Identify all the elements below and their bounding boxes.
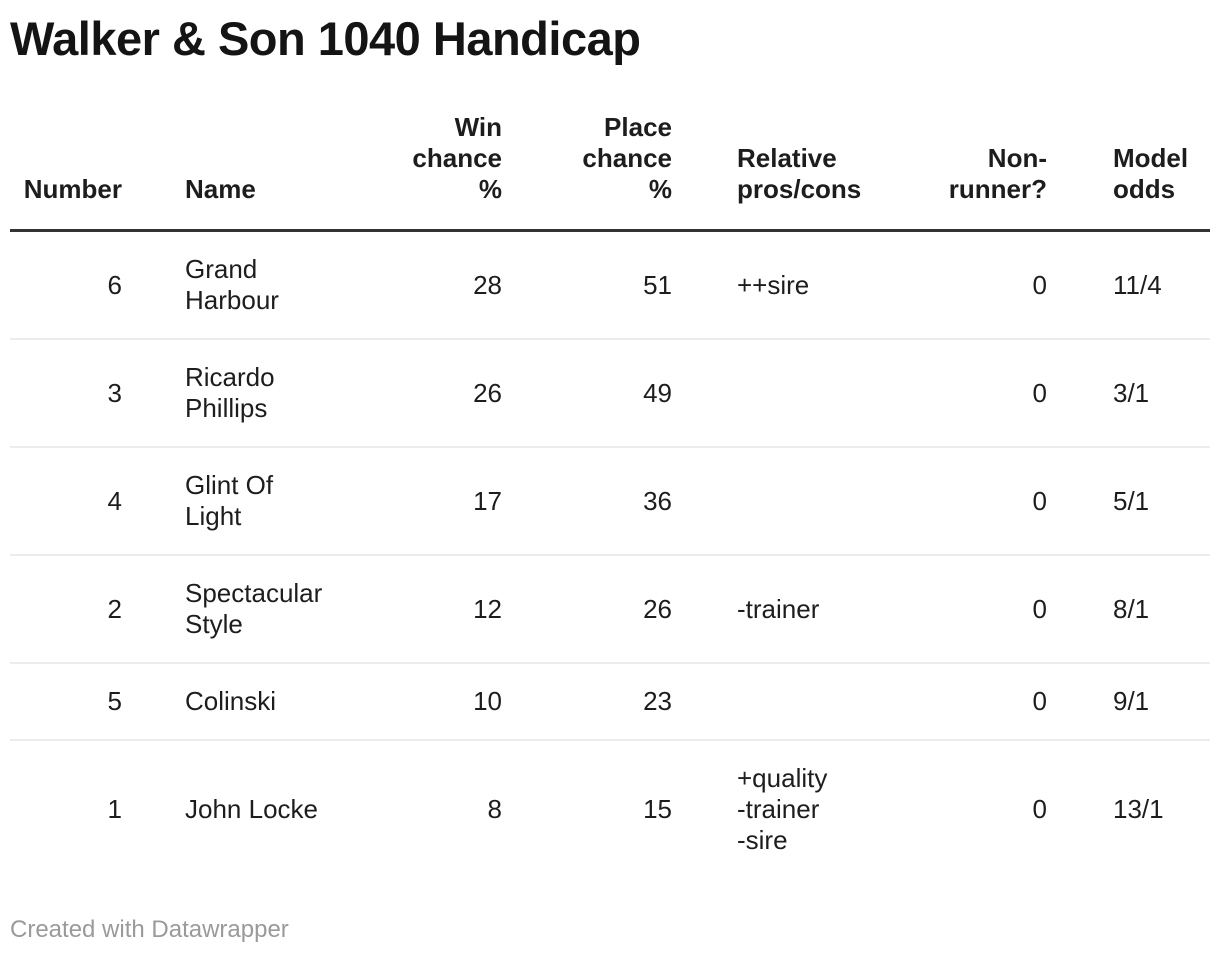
- cell-pros: [672, 663, 912, 742]
- cell-number: 4: [10, 447, 122, 557]
- cell-pros: +quality -trainer -sire: [737, 763, 828, 856]
- cell-win: 8: [487, 794, 502, 825]
- cell-number: 3: [10, 339, 122, 449]
- table-row: 5 Colinski 10 23 0 9/1: [10, 663, 1210, 742]
- cell-pros: ++sire: [672, 230, 912, 341]
- cell-nonrunner: 0: [912, 555, 1047, 665]
- col-header-nonrunner: Non- runner?: [912, 112, 1047, 233]
- cell-place: 51: [502, 230, 672, 341]
- cell-nonrunner: 0: [912, 339, 1047, 449]
- cell-odds: 13/1: [1113, 794, 1164, 825]
- cell-pros: [672, 447, 912, 557]
- cell-place: 36: [502, 447, 672, 557]
- cell-name: Grand Harbour: [122, 230, 370, 341]
- col-header-place: Place chance %: [502, 112, 672, 233]
- col-header-odds: Model odds: [1047, 112, 1210, 233]
- cell-name: Spectacular Style: [122, 555, 370, 665]
- cell-nonrunner: 0: [912, 663, 1047, 742]
- cell-odds: 5/1: [1047, 447, 1210, 557]
- cell-name: Colinski: [122, 663, 370, 742]
- col-header-win: Win chance %: [370, 112, 502, 233]
- cell-place: 15: [643, 794, 672, 825]
- cell-place: 49: [502, 339, 672, 449]
- header-row: Number Name Win chance % Place chance % …: [10, 112, 1210, 233]
- table-header: Number Name Win chance % Place chance % …: [10, 112, 1210, 233]
- cell-place: 23: [502, 663, 672, 742]
- cell-win: 17: [370, 447, 502, 557]
- col-header-number: Number: [10, 112, 122, 233]
- datawrapper-credit-link[interactable]: Created with Datawrapper: [10, 916, 289, 944]
- col-header-pros: Relative pros/cons: [672, 112, 912, 233]
- cell-nonrunner: 0: [912, 447, 1047, 557]
- cell-nonrunner: 0: [912, 230, 1047, 341]
- cell-number: 5: [10, 663, 122, 742]
- table-row: 4 Glint Of Light 17 36 0 5/1: [10, 447, 1210, 557]
- cell-win: 12: [370, 555, 502, 665]
- table-row: 2 Spectacular Style 12 26 -trainer 0 8/1: [10, 555, 1210, 665]
- cell-win: 28: [370, 230, 502, 341]
- cell-nonrunner: 0: [1032, 794, 1047, 825]
- table-row: 6 Grand Harbour 28 51 ++sire 0 11/4: [10, 230, 1210, 341]
- col-header-name: Name: [122, 112, 370, 233]
- cell-name: Glint Of Light: [122, 447, 370, 557]
- cell-number: 6: [10, 230, 122, 341]
- page-title: Walker & Son 1040 Handicap: [10, 12, 641, 65]
- cell-name: John Locke: [185, 794, 318, 825]
- table-row: 3 Ricardo Phillips 26 49 0 3/1: [10, 339, 1210, 449]
- cell-odds: 8/1: [1047, 555, 1210, 665]
- cell-pros: -trainer: [672, 555, 912, 665]
- table-body: 6 Grand Harbour 28 51 ++sire 0 11/4 3 Ri…: [10, 230, 1210, 879]
- cell-odds: 11/4: [1047, 230, 1210, 341]
- cell-win: 10: [370, 663, 502, 742]
- cell-number: 1: [107, 794, 122, 825]
- handicap-table: Number Name Win chance % Place chance % …: [10, 112, 1210, 878]
- cell-odds: 9/1: [1047, 663, 1210, 742]
- cell-name: Ricardo Phillips: [122, 339, 370, 449]
- cell-place: 26: [502, 555, 672, 665]
- cell-pros: [672, 339, 912, 449]
- cell-win: 26: [370, 339, 502, 449]
- table-row: 1 John Locke 8 15 +quality -trainer -sir…: [10, 740, 1210, 878]
- cell-odds: 3/1: [1047, 339, 1210, 449]
- cell-number: 2: [10, 555, 122, 665]
